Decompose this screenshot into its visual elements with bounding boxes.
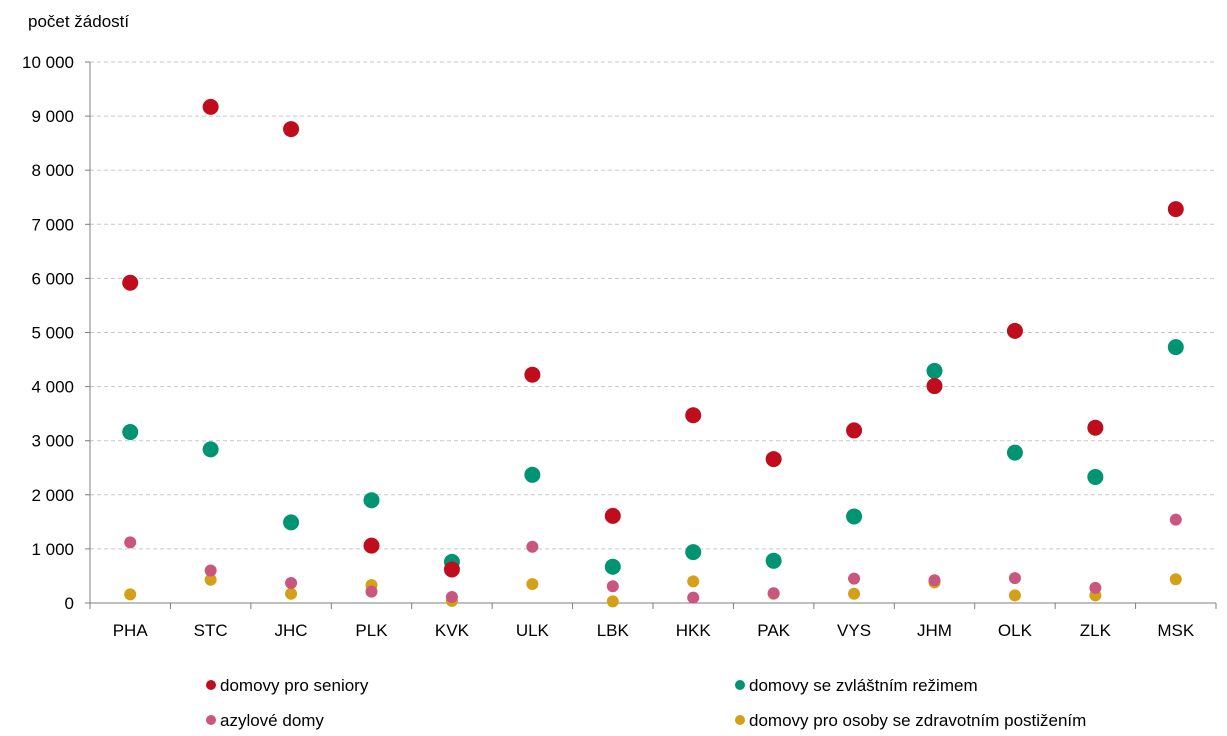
y-axis-title: počet žádostí: [28, 12, 129, 31]
data-point: [765, 552, 782, 569]
data-point: [1006, 444, 1023, 461]
legend-label: domovy pro seniory: [220, 676, 369, 695]
data-point: [1087, 468, 1104, 485]
data-point: [204, 573, 217, 586]
legend-marker: [206, 680, 216, 690]
x-tick-label: JHC: [275, 621, 308, 640]
data-point: [1167, 201, 1184, 218]
axes: [85, 61, 1217, 609]
data-point: [443, 561, 460, 578]
x-tick-label: HKK: [676, 621, 712, 640]
x-tick-label: MSK: [1157, 621, 1195, 640]
data-points: [122, 98, 1184, 608]
x-tick-label: VYS: [837, 621, 871, 640]
x-tick-label: ULK: [516, 621, 550, 640]
data-point: [685, 544, 702, 561]
data-point: [765, 451, 782, 468]
y-tick-label: 9 000: [31, 107, 74, 126]
data-point: [283, 121, 300, 138]
data-point: [1006, 322, 1023, 339]
data-point: [524, 366, 541, 383]
legend-label: azylové domy: [220, 711, 324, 730]
data-point: [202, 441, 219, 458]
data-point: [363, 537, 380, 554]
y-tick-label: 2 000: [31, 486, 74, 505]
data-point: [1008, 589, 1021, 602]
data-point: [1167, 339, 1184, 356]
data-point: [526, 578, 539, 591]
x-tick-label: PHA: [113, 621, 149, 640]
y-tick-label: 5 000: [31, 324, 74, 343]
data-point: [1089, 581, 1102, 594]
x-tick-label: LBK: [597, 621, 630, 640]
data-point: [445, 591, 458, 604]
data-point: [606, 580, 619, 593]
data-point: [1169, 573, 1182, 586]
data-point: [283, 514, 300, 531]
y-tick-label: 3 000: [31, 432, 74, 451]
data-point: [202, 98, 219, 115]
data-point: [363, 492, 380, 509]
data-point: [524, 466, 541, 483]
x-tick-label: JHM: [917, 621, 952, 640]
x-tick-label: ZLK: [1080, 621, 1112, 640]
data-point: [122, 424, 139, 441]
y-tick-label: 8 000: [31, 161, 74, 180]
data-point: [526, 540, 539, 553]
data-point: [604, 507, 621, 524]
data-point: [1008, 572, 1021, 585]
y-tick-label: 10 000: [22, 53, 74, 72]
data-point: [1087, 419, 1104, 436]
x-tick-label: KVK: [435, 621, 470, 640]
x-tick-label: PAK: [757, 621, 790, 640]
data-point: [687, 591, 700, 604]
x-tick-label: OLK: [998, 621, 1033, 640]
data-point: [846, 508, 863, 525]
data-point: [928, 574, 941, 587]
y-tick-label: 7 000: [31, 215, 74, 234]
x-tick-label: STC: [194, 621, 228, 640]
data-point: [926, 362, 943, 379]
y-tick-label: 6 000: [31, 269, 74, 288]
data-point: [122, 274, 139, 291]
y-tick-label: 4 000: [31, 378, 74, 397]
data-point: [606, 595, 619, 608]
data-point: [846, 422, 863, 439]
data-point: [204, 564, 217, 577]
data-point: [285, 587, 298, 600]
data-point: [124, 536, 137, 549]
data-point: [685, 407, 702, 424]
data-point: [848, 587, 861, 600]
legend-marker: [735, 680, 745, 690]
data-point: [767, 587, 780, 600]
legend-label: domovy pro osoby se zdravotním postižení…: [749, 711, 1086, 730]
legend-label: domovy se zvláštním režimem: [749, 676, 978, 695]
data-point: [604, 558, 621, 575]
data-point: [365, 585, 378, 598]
data-point: [285, 576, 298, 589]
legend: domovy pro seniory domovy se zvláštním re…: [206, 676, 1086, 730]
data-point: [687, 575, 700, 588]
data-point: [926, 378, 943, 395]
y-tick-label: 0: [65, 594, 74, 613]
x-axis-ticks: PHA STC JHC PLK KVK ULK LBK HKK PAK VYS JHM OLK ZLK M…: [113, 621, 1195, 640]
data-point: [848, 572, 861, 585]
gridlines: [90, 61, 1216, 550]
data-point: [1169, 513, 1182, 526]
y-tick-label: 1 000: [31, 540, 74, 559]
data-point: [124, 588, 137, 601]
x-tick-label: PLK: [355, 621, 388, 640]
y-axis-ticks: 0 1 000 2 000 3 000 4 000 5 000 6 000 7 000 8 00…: [22, 53, 74, 613]
legend-marker: [206, 715, 216, 725]
legend-marker: [735, 715, 745, 725]
